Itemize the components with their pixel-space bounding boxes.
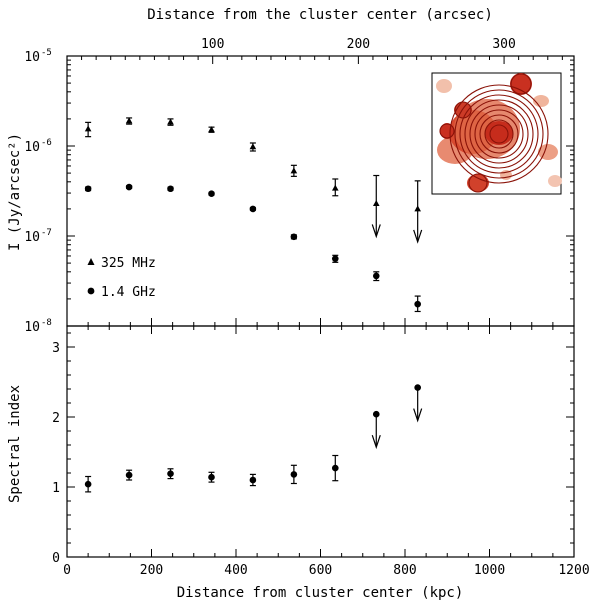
i325mhz-point — [372, 199, 380, 206]
y-tick-label-base: 10 — [24, 50, 40, 65]
top-x-tick-label: 100 — [201, 37, 224, 52]
legend-circle-marker — [87, 287, 95, 295]
top-x-axis-title: Distance from the cluster center (arcsec… — [147, 7, 493, 23]
i325mhz-point — [208, 126, 215, 133]
y-tick-label-base: 10 — [24, 320, 40, 335]
spectral-index-point — [84, 480, 92, 488]
legend-label-325mhz: 325 MHz — [101, 256, 156, 271]
x-tick-label: 1200 — [558, 563, 589, 578]
top-x-tick-label: 300 — [492, 37, 515, 52]
axis-ticks — [66, 56, 575, 558]
top-x-tick-label: 200 — [347, 37, 370, 52]
spectral-index-point — [249, 476, 257, 484]
i325mhz-upper-limit-arrowhead — [413, 229, 423, 244]
i325mhz-point — [331, 184, 339, 191]
x-tick-label: 1000 — [474, 563, 505, 578]
spectral-index-upper-limit-arrowhead — [371, 435, 381, 450]
bottom-x-axis-title: Distance from cluster center (kpc) — [177, 585, 464, 601]
inset-contours — [439, 73, 549, 193]
i1p4ghz-point — [414, 300, 421, 308]
i325mhz-point — [290, 167, 298, 174]
spectral-index-point — [372, 410, 380, 418]
y-tick-label: 2 — [52, 411, 60, 426]
i1p4ghz-point — [372, 272, 380, 280]
i1p4ghz-point — [290, 233, 298, 241]
legend-label-1p4ghz: 1.4 GHz — [101, 285, 156, 300]
x-tick-label: 800 — [393, 563, 416, 578]
legend-triangle-marker — [87, 258, 95, 265]
top-y-axis-title: I (Jy/arcsec²) — [7, 133, 23, 251]
i1p4ghz-point — [208, 190, 215, 198]
bottom-y-axis-title: Spectral index — [7, 385, 23, 503]
x-tick-label: 0 — [63, 563, 71, 578]
data-layer — [84, 117, 423, 493]
x-tick-label: 600 — [309, 563, 332, 578]
y-tick-label: 1 — [52, 481, 60, 496]
y-tick-label-exponent: -7 — [41, 228, 52, 238]
bottom-panel-frame — [66, 325, 575, 558]
i1p4ghz-point — [125, 183, 133, 191]
i325mhz-point — [125, 117, 133, 124]
i1p4ghz-point — [249, 205, 257, 213]
x-tick-label: 400 — [224, 563, 247, 578]
y-tick-label-exponent: -5 — [41, 48, 52, 58]
legend: 325 MHz 1.4 GHz — [87, 256, 156, 300]
y-tick-label: 3 — [52, 341, 60, 356]
i325mhz-upper-limit-arrowhead — [371, 224, 381, 239]
y-tick-label-exponent: -8 — [41, 318, 52, 328]
spectral-index-point — [290, 471, 298, 478]
i1p4ghz-point — [84, 185, 92, 193]
i325mhz-point — [414, 205, 421, 212]
spectral-index-point — [208, 473, 215, 481]
i325mhz-point — [249, 143, 257, 150]
i325mhz-point — [167, 118, 174, 125]
i325mhz-point — [84, 125, 92, 132]
spectral-index-upper-limit-arrowhead — [413, 408, 423, 423]
i1p4ghz-point — [331, 255, 339, 262]
spectral-index-point — [125, 471, 133, 479]
spectral-index-point — [331, 464, 339, 472]
radio-image-inset — [431, 72, 562, 195]
y-tick-label: 0 — [52, 551, 60, 566]
spectral-index-point — [167, 470, 174, 478]
i1p4ghz-point — [167, 185, 174, 193]
y-tick-label-base: 10 — [24, 230, 40, 245]
y-tick-label-exponent: -6 — [41, 138, 52, 148]
spectral-index-point — [414, 384, 421, 391]
x-tick-label: 200 — [140, 563, 163, 578]
y-tick-label-base: 10 — [24, 140, 40, 155]
